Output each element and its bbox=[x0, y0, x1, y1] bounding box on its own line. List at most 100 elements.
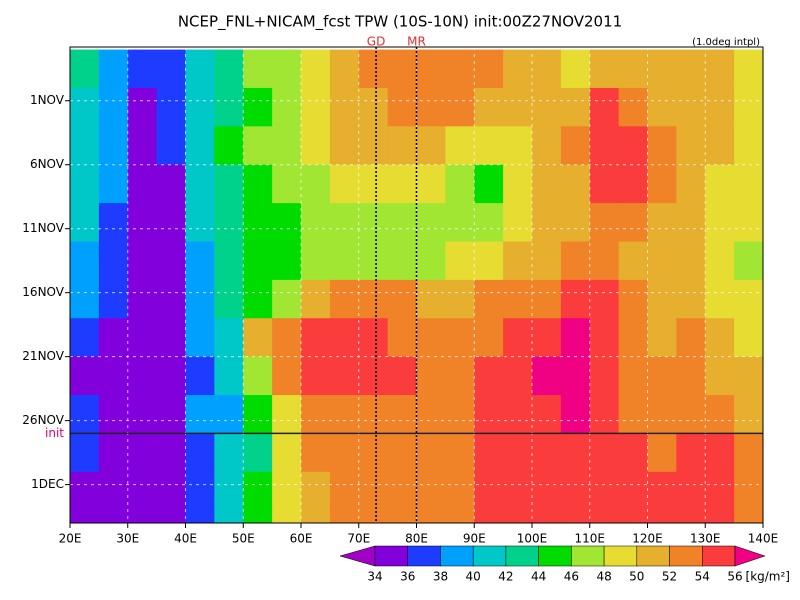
cell bbox=[272, 87, 302, 127]
cell bbox=[301, 241, 331, 281]
cell bbox=[301, 510, 331, 523]
cell bbox=[329, 164, 360, 204]
cell bbox=[445, 126, 475, 166]
cell bbox=[127, 87, 158, 127]
cell bbox=[503, 433, 533, 473]
cell bbox=[503, 510, 533, 523]
cell bbox=[445, 87, 475, 127]
cell bbox=[387, 87, 417, 127]
cell bbox=[705, 510, 735, 523]
cell bbox=[243, 510, 273, 523]
cell bbox=[676, 203, 706, 242]
cell bbox=[243, 318, 273, 358]
colorbar-label: 48 bbox=[596, 570, 611, 584]
y-tick-label: 11NOV bbox=[22, 221, 64, 235]
cell bbox=[156, 395, 186, 434]
x-tick-label: 20E bbox=[59, 532, 82, 546]
y-tick-label: 16NOV bbox=[22, 285, 64, 299]
cell bbox=[127, 395, 158, 434]
x-tick-label: 140E bbox=[748, 532, 779, 546]
cell bbox=[705, 203, 735, 242]
cell bbox=[243, 433, 273, 473]
cell bbox=[532, 356, 562, 396]
cell bbox=[214, 164, 244, 204]
cell bbox=[329, 433, 360, 473]
cell bbox=[734, 279, 763, 319]
cell bbox=[647, 49, 677, 89]
cell bbox=[503, 203, 533, 242]
cell bbox=[156, 510, 186, 523]
cell bbox=[329, 241, 360, 281]
cell bbox=[156, 126, 186, 166]
cell bbox=[647, 279, 677, 319]
cell bbox=[676, 279, 706, 319]
cell bbox=[532, 49, 562, 89]
cell bbox=[618, 395, 648, 434]
cell bbox=[416, 203, 446, 242]
cell bbox=[70, 164, 100, 204]
cell bbox=[243, 87, 273, 127]
cell bbox=[387, 49, 417, 89]
cell bbox=[705, 471, 735, 511]
cell bbox=[734, 433, 763, 473]
cell bbox=[560, 164, 591, 204]
cell bbox=[185, 510, 215, 523]
cell bbox=[532, 164, 562, 204]
cell bbox=[532, 279, 562, 319]
colorbar-label: 46 bbox=[564, 570, 579, 584]
cell bbox=[185, 203, 215, 242]
cell bbox=[618, 126, 648, 166]
cell bbox=[98, 395, 129, 434]
cell bbox=[185, 164, 215, 204]
cell bbox=[272, 241, 302, 281]
cell bbox=[503, 471, 533, 511]
cell bbox=[329, 395, 360, 434]
cell bbox=[329, 471, 360, 511]
cell bbox=[272, 318, 302, 358]
chart-title: NCEP_FNL+NICAM_fcst TPW (10S-10N) init:0… bbox=[178, 13, 622, 32]
cell bbox=[272, 356, 302, 396]
cell bbox=[445, 279, 475, 319]
cell bbox=[734, 241, 763, 281]
cell bbox=[358, 279, 389, 319]
cell bbox=[156, 164, 186, 204]
cell bbox=[127, 241, 158, 281]
cell bbox=[98, 279, 129, 319]
cell bbox=[734, 87, 763, 127]
cell bbox=[98, 471, 129, 511]
cell bbox=[560, 395, 591, 434]
cell bbox=[503, 395, 533, 434]
cell bbox=[705, 395, 735, 434]
cell bbox=[329, 510, 360, 523]
cell bbox=[503, 126, 533, 166]
cell bbox=[243, 471, 273, 511]
cell bbox=[156, 87, 186, 127]
colorbar-label: 36 bbox=[400, 570, 415, 584]
cell bbox=[445, 510, 475, 523]
cell bbox=[416, 126, 446, 166]
cell bbox=[272, 279, 302, 319]
x-tick-label: 100E bbox=[517, 532, 548, 546]
cell bbox=[329, 126, 360, 166]
cell bbox=[301, 395, 331, 434]
cell bbox=[98, 241, 129, 281]
cell bbox=[387, 356, 417, 396]
cell bbox=[70, 433, 100, 473]
cell bbox=[214, 395, 244, 434]
cell bbox=[705, 241, 735, 281]
cell bbox=[358, 164, 389, 204]
cell bbox=[301, 356, 331, 396]
cell bbox=[647, 395, 677, 434]
cell bbox=[416, 164, 446, 204]
cell bbox=[705, 126, 735, 166]
cell bbox=[387, 510, 417, 523]
cell bbox=[416, 49, 446, 89]
cell bbox=[243, 49, 273, 89]
cell bbox=[272, 164, 302, 204]
y-tick-label: 1NOV bbox=[30, 93, 65, 107]
cell bbox=[676, 241, 706, 281]
cell bbox=[214, 433, 244, 473]
cell bbox=[387, 164, 417, 204]
cell bbox=[445, 433, 475, 473]
colorbar-label: 52 bbox=[662, 570, 677, 584]
